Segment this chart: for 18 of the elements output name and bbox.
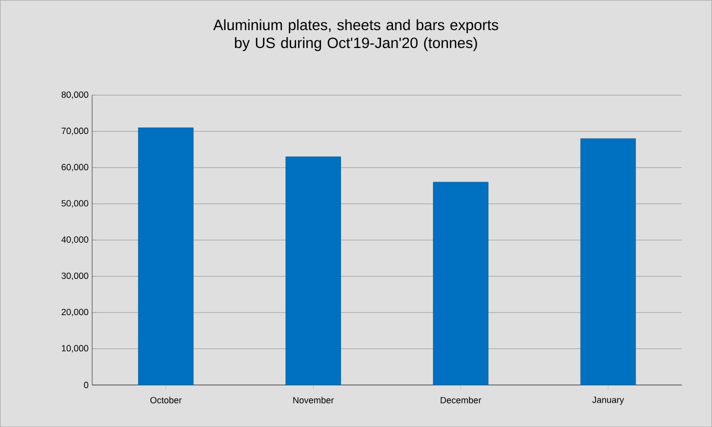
bar xyxy=(580,138,636,385)
y-tick-label: 10,000 xyxy=(62,344,88,352)
y-tick-label: 40,000 xyxy=(61,236,88,244)
bar xyxy=(286,156,341,385)
y-tick-label: 70,000 xyxy=(62,128,88,135)
x-tick-label: October xyxy=(150,396,182,404)
y-tick-label: 50,000 xyxy=(62,200,88,208)
bar xyxy=(433,182,488,385)
y-tick-label: 0 xyxy=(84,382,88,388)
x-tick-label: November xyxy=(293,396,334,404)
bar xyxy=(138,127,194,385)
chart-title: Aluminium plates, sheets and bars exports by US during Oct'19-Jan'20 (tonnes) xyxy=(213,19,498,52)
y-tick-label: 20,000 xyxy=(62,308,88,316)
y-tick-label: 80,000 xyxy=(62,91,88,99)
y-tick-label: 30,000 xyxy=(62,272,88,280)
x-tick-label: January xyxy=(592,396,624,405)
y-tick-label: 60,000 xyxy=(62,164,88,172)
x-tick-label: December xyxy=(440,396,482,404)
